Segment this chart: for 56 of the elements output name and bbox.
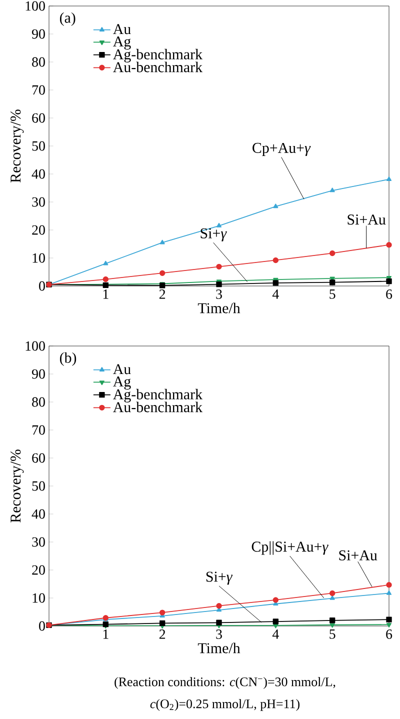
x-tick-label: 3 — [216, 290, 222, 299]
y-tick-label: 90 — [32, 369, 45, 379]
x-axis-title: Time/h — [198, 302, 240, 314]
text: (Reaction conditions: c(CN$^{−}$)=30 mmol/L, — [114, 677, 336, 689]
y-tick-label: 30 — [32, 197, 45, 207]
y-tick-label: 80 — [32, 397, 45, 407]
y-tick-label: 40 — [32, 509, 45, 519]
y-axis-title: Recovery/% — [10, 450, 24, 522]
x-tick-label: 5 — [330, 630, 336, 639]
annotation: Cp||Si+Au+γ — [252, 541, 328, 555]
y-tick-label: 70 — [32, 425, 45, 435]
legend-label: Ag — [113, 376, 131, 390]
annotation: Si+Au — [339, 550, 378, 560]
x-tick-label: 2 — [159, 630, 166, 639]
y-tick-label: 0 — [39, 281, 45, 291]
y-tick-label: 0 — [39, 621, 45, 631]
annotation: (b) — [60, 352, 76, 366]
x-axis-title: Time/h — [198, 642, 240, 654]
y-tick-label: 30 — [32, 537, 45, 547]
x-tick-label: 6 — [386, 290, 392, 299]
y-axis-title: Recovery/% — [10, 110, 24, 182]
y-tick-label: 70 — [32, 85, 45, 95]
y-tick-label: 20 — [32, 225, 45, 235]
annotation: (a) — [60, 12, 76, 26]
annotation: Si+γ — [200, 228, 227, 242]
y-tick-label: 40 — [32, 169, 45, 179]
legend-label: Ag — [113, 36, 131, 50]
legend-label: Au — [113, 24, 131, 34]
x-tick-label: 4 — [272, 630, 279, 639]
x-tick-label: 4 — [272, 290, 279, 299]
legend-label: Ag-benchmark — [113, 48, 203, 62]
legend-label: Au-benchmark — [113, 402, 203, 412]
x-tick-label: 1 — [103, 630, 108, 639]
y-tick-label: 80 — [32, 57, 45, 67]
x-tick-label: 3 — [216, 630, 222, 639]
y-tick-label: 90 — [32, 29, 45, 39]
y-tick-label: 10 — [32, 593, 45, 603]
y-tick-label: 100 — [26, 1, 45, 11]
x-tick-label: 6 — [386, 630, 392, 639]
y-tick-label: 60 — [32, 453, 45, 463]
y-tick-label: 60 — [32, 113, 45, 123]
legend-label: Au-benchmark — [113, 62, 203, 72]
legend-label: Au — [113, 364, 131, 374]
x-tick-label: 2 — [159, 290, 166, 299]
y-tick-label: 20 — [32, 565, 45, 575]
text: c(O$_{2}$)=0.25 mmol/L, pH=11) — [150, 699, 300, 711]
legend-label: Ag-benchmark — [113, 388, 203, 402]
y-tick-label: 100 — [26, 341, 45, 351]
x-tick-label: 1 — [103, 290, 108, 299]
annotation: Cp+Au+γ — [252, 142, 311, 156]
annotation: Si+Au — [348, 214, 386, 225]
y-tick-label: 50 — [32, 141, 45, 151]
x-tick-label: 5 — [330, 290, 336, 299]
y-tick-label: 50 — [32, 481, 45, 491]
annotation: Si+γ — [206, 572, 233, 585]
y-tick-label: 10 — [32, 253, 45, 263]
